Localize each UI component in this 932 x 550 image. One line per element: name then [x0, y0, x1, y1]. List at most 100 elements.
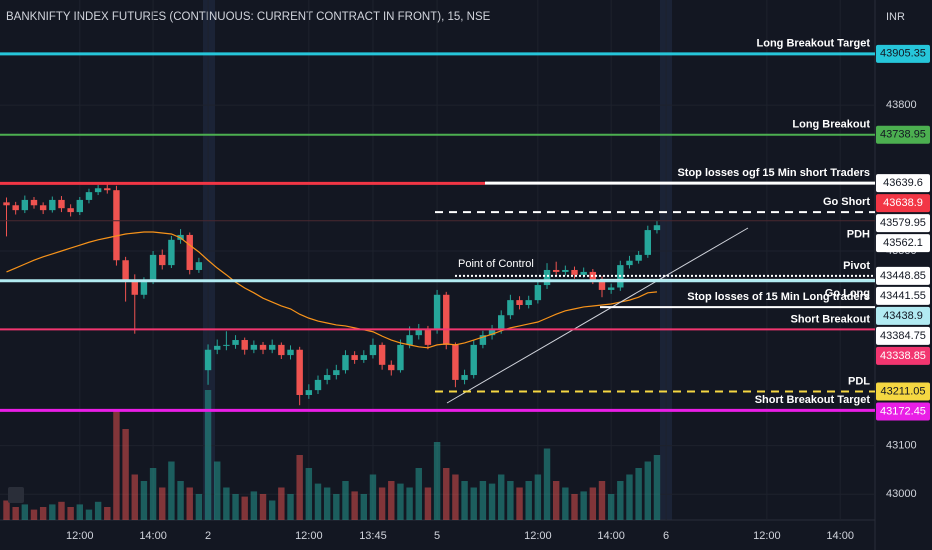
volume-bar	[397, 483, 404, 520]
candle-body	[314, 379, 322, 391]
price-label-box	[876, 306, 930, 325]
volume-bar	[113, 409, 120, 520]
price-label-box	[876, 326, 930, 345]
price-label: 43384.75	[880, 330, 926, 342]
candle-body	[278, 344, 285, 356]
candle-body	[415, 329, 422, 336]
trend-line	[446, 227, 749, 404]
volume-bar	[58, 501, 65, 520]
volume-bar	[3, 500, 10, 520]
candle-body	[76, 199, 84, 213]
volume-bar	[21, 504, 29, 520]
currency: INR	[886, 11, 905, 23]
candle-body	[653, 225, 661, 231]
candle-body	[85, 192, 93, 200]
price-label-box	[876, 234, 930, 253]
annotation: Point of Control	[458, 258, 534, 270]
candle-body	[342, 355, 349, 371]
x-tick-label: 5	[434, 530, 440, 542]
level-label: Pivot	[843, 260, 870, 272]
volume-bar	[342, 481, 349, 520]
candle-body	[360, 355, 368, 360]
price-label: 43172.45	[880, 405, 926, 417]
volume-bar	[131, 474, 138, 520]
volume-bar	[223, 487, 230, 520]
volume-bar	[415, 468, 422, 520]
candle-body	[571, 269, 578, 275]
candle-body	[30, 199, 38, 206]
candle-body	[49, 199, 56, 211]
volume-bar	[49, 504, 56, 520]
volume-bar	[250, 491, 258, 520]
candle-body	[388, 364, 395, 371]
volume-bar	[644, 461, 652, 520]
volume-bar	[562, 487, 569, 520]
y-tick-label: 43000	[886, 488, 917, 500]
price-label: 43211.05	[880, 385, 925, 397]
candle-body	[378, 344, 386, 365]
volume-bar	[571, 494, 578, 520]
x-tick-label: 14:00	[139, 530, 167, 542]
candle-body	[58, 199, 65, 209]
price-label: 43738.95	[880, 129, 926, 141]
level-label: Stop losses of 15 Min Long traders	[687, 291, 870, 303]
volume-bar	[305, 468, 313, 520]
candle-body	[635, 254, 642, 261]
candle-body	[433, 294, 441, 329]
candle-body	[168, 239, 175, 266]
volume-bar	[323, 487, 331, 520]
volume-bar	[406, 487, 413, 520]
volume-bar	[168, 461, 175, 520]
candle-body	[250, 344, 258, 350]
price-label-box	[876, 382, 930, 401]
candle-body	[470, 344, 477, 376]
axis: 4380043500431004300012:0014:00212:0013:4…	[66, 44, 930, 542]
candle-body	[580, 271, 587, 275]
candle-body	[644, 230, 652, 255]
candle-body	[94, 188, 102, 193]
candle-body	[113, 190, 120, 261]
candle-body	[122, 260, 129, 281]
level-label: Long Breakout	[792, 119, 870, 131]
volume-bar	[424, 487, 432, 520]
volume-bar	[94, 501, 102, 520]
volume-bar	[388, 481, 395, 520]
volume-bar	[635, 468, 642, 520]
volume-bar	[543, 448, 551, 520]
price-label: 43638.9	[883, 197, 923, 209]
price-label: 43579.95	[880, 217, 926, 229]
volume-bar	[39, 507, 47, 520]
volume	[3, 390, 661, 520]
candle-body	[507, 300, 514, 316]
volume-bar	[580, 491, 587, 520]
volume-bar	[653, 455, 661, 520]
candle-body	[104, 188, 111, 191]
x-tick-label: 12:00	[753, 530, 781, 542]
candle-body	[525, 300, 532, 305]
price-label: 43441.55	[880, 290, 926, 302]
level-label: Long Breakout Target	[757, 38, 871, 50]
candle-body	[598, 280, 606, 290]
candle-body	[562, 269, 569, 272]
volume-bar	[433, 442, 441, 520]
y-tick-label: 43100	[886, 439, 917, 451]
candle-body	[443, 294, 450, 345]
volume-bar	[268, 500, 276, 520]
x-tick-label: 12:00	[66, 530, 94, 542]
candle-body	[214, 345, 221, 350]
volume-bar	[369, 474, 377, 520]
volume-bar	[85, 509, 93, 520]
volume-bar	[241, 496, 248, 520]
volume-bar	[333, 494, 340, 520]
average-line	[6, 231, 658, 349]
x-tick-label: 13:45	[359, 530, 387, 542]
volume-bar	[278, 487, 285, 520]
candle-body	[498, 315, 505, 330]
volume-bar	[488, 483, 496, 520]
x-tick-label: 2	[205, 530, 211, 542]
chart-title: BANKNIFTY INDEX FUTURES (CONTINUOUS: CUR…	[6, 11, 491, 23]
candle-body	[333, 370, 340, 376]
candle-body	[12, 205, 19, 211]
logo-badge	[8, 487, 24, 503]
